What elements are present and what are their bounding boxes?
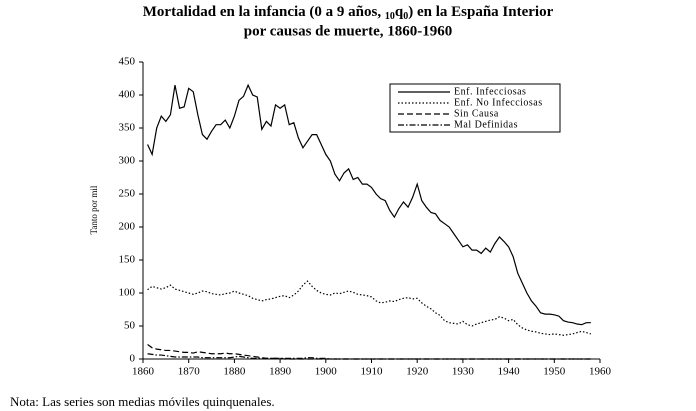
legend-label: Enf. No Infecciosas xyxy=(454,97,543,108)
x-tick-label: 1870 xyxy=(178,366,201,378)
x-tick-label: 1920 xyxy=(406,366,429,378)
x-tick-label: 1860 xyxy=(132,366,155,378)
x-tick-label: 1910 xyxy=(361,366,384,378)
y-tick-label: 150 xyxy=(119,254,136,266)
y-tick-label: 50 xyxy=(124,320,136,332)
y-tick-label: 200 xyxy=(119,221,136,233)
y-tick-label: 400 xyxy=(119,89,136,101)
y-tick-label: 350 xyxy=(119,122,136,134)
y-tick-label: 450 xyxy=(119,56,136,68)
y-tick-label: 300 xyxy=(119,155,136,167)
series-line xyxy=(147,343,591,360)
chart-title: por causas de muerte, 1860-1960 xyxy=(244,23,452,39)
series-line xyxy=(147,83,591,326)
x-tick-label: 1940 xyxy=(498,366,521,378)
series-line xyxy=(147,280,592,336)
x-tick-label: 1950 xyxy=(543,366,566,378)
legend-label: Enf. Infecciosas xyxy=(454,86,526,97)
y-tick-label: 250 xyxy=(119,188,136,200)
legend-label: Sin Causa xyxy=(454,108,499,119)
x-tick-label: 1930 xyxy=(452,366,475,378)
note: Nota: Las series son medias móviles quin… xyxy=(10,394,275,409)
x-tick-label: 1900 xyxy=(315,366,338,378)
series-line xyxy=(147,353,591,360)
x-tick-label: 1880 xyxy=(223,366,246,378)
legend-label: Mal Definidas xyxy=(454,119,518,130)
x-tick-label: 1960 xyxy=(589,366,612,378)
y-axis-label: Tanto por mil xyxy=(89,185,99,234)
chart-title: Mortalidad en la infancia (0 a 9 años, 1… xyxy=(143,4,554,22)
y-tick-label: 100 xyxy=(119,287,136,299)
y-tick-label: 0 xyxy=(130,353,136,365)
x-tick-label: 1890 xyxy=(269,366,292,378)
